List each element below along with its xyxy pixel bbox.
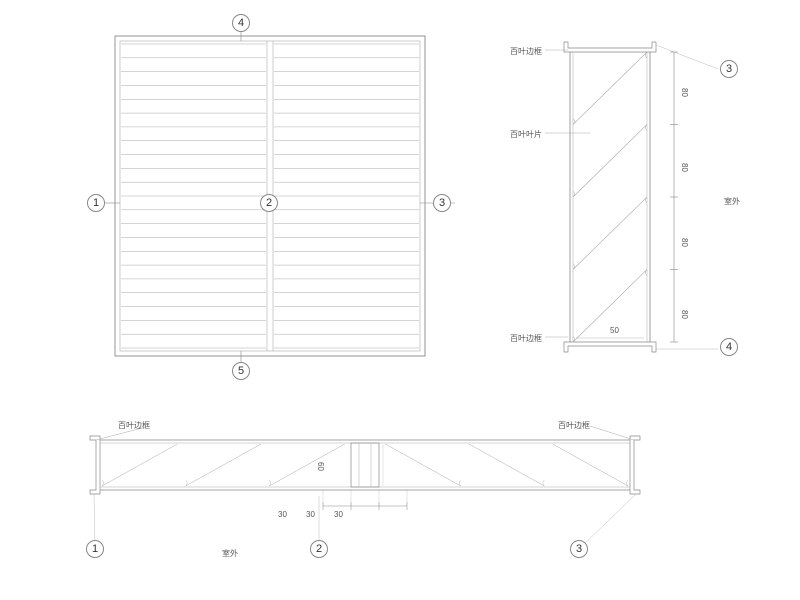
callout-3-front: 3 — [433, 194, 451, 212]
label-top-frame: 百叶边框 — [510, 46, 542, 57]
label-right-frame-h: 百叶边框 — [558, 420, 590, 431]
label-blade: 百叶叶片 — [510, 129, 542, 140]
dim-30b: 30 — [306, 510, 315, 519]
callout-5-front: 5 — [232, 362, 250, 380]
callout-3-sect-v: 3 — [720, 60, 738, 78]
dim-seg1: 80 — [680, 88, 689, 97]
dim-seg3: 80 — [680, 238, 689, 247]
callout-2-sect-h: 2 — [310, 540, 328, 558]
dim-seg4: 80 — [680, 310, 689, 319]
label-bottom-frame: 百叶边框 — [510, 333, 542, 344]
label-outdoor-v: 室外 — [724, 196, 740, 207]
dim-30a: 30 — [278, 510, 287, 519]
callout-1-sect-h: 1 — [86, 540, 104, 558]
callout-2-front: 2 — [260, 194, 278, 212]
label-left-frame-h: 百叶边框 — [118, 420, 150, 431]
label-outdoor-h: 室外 — [222, 548, 238, 559]
callout-4-front: 4 — [232, 14, 250, 32]
callout-3-sect-h: 3 — [570, 540, 588, 558]
dim-50: 50 — [610, 326, 619, 335]
callout-4-sect-v: 4 — [720, 338, 738, 356]
dim-30c: 30 — [334, 510, 343, 519]
callout-1-front: 1 — [87, 194, 105, 212]
dim-60: 60 — [316, 462, 325, 471]
dim-seg2: 80 — [680, 163, 689, 172]
